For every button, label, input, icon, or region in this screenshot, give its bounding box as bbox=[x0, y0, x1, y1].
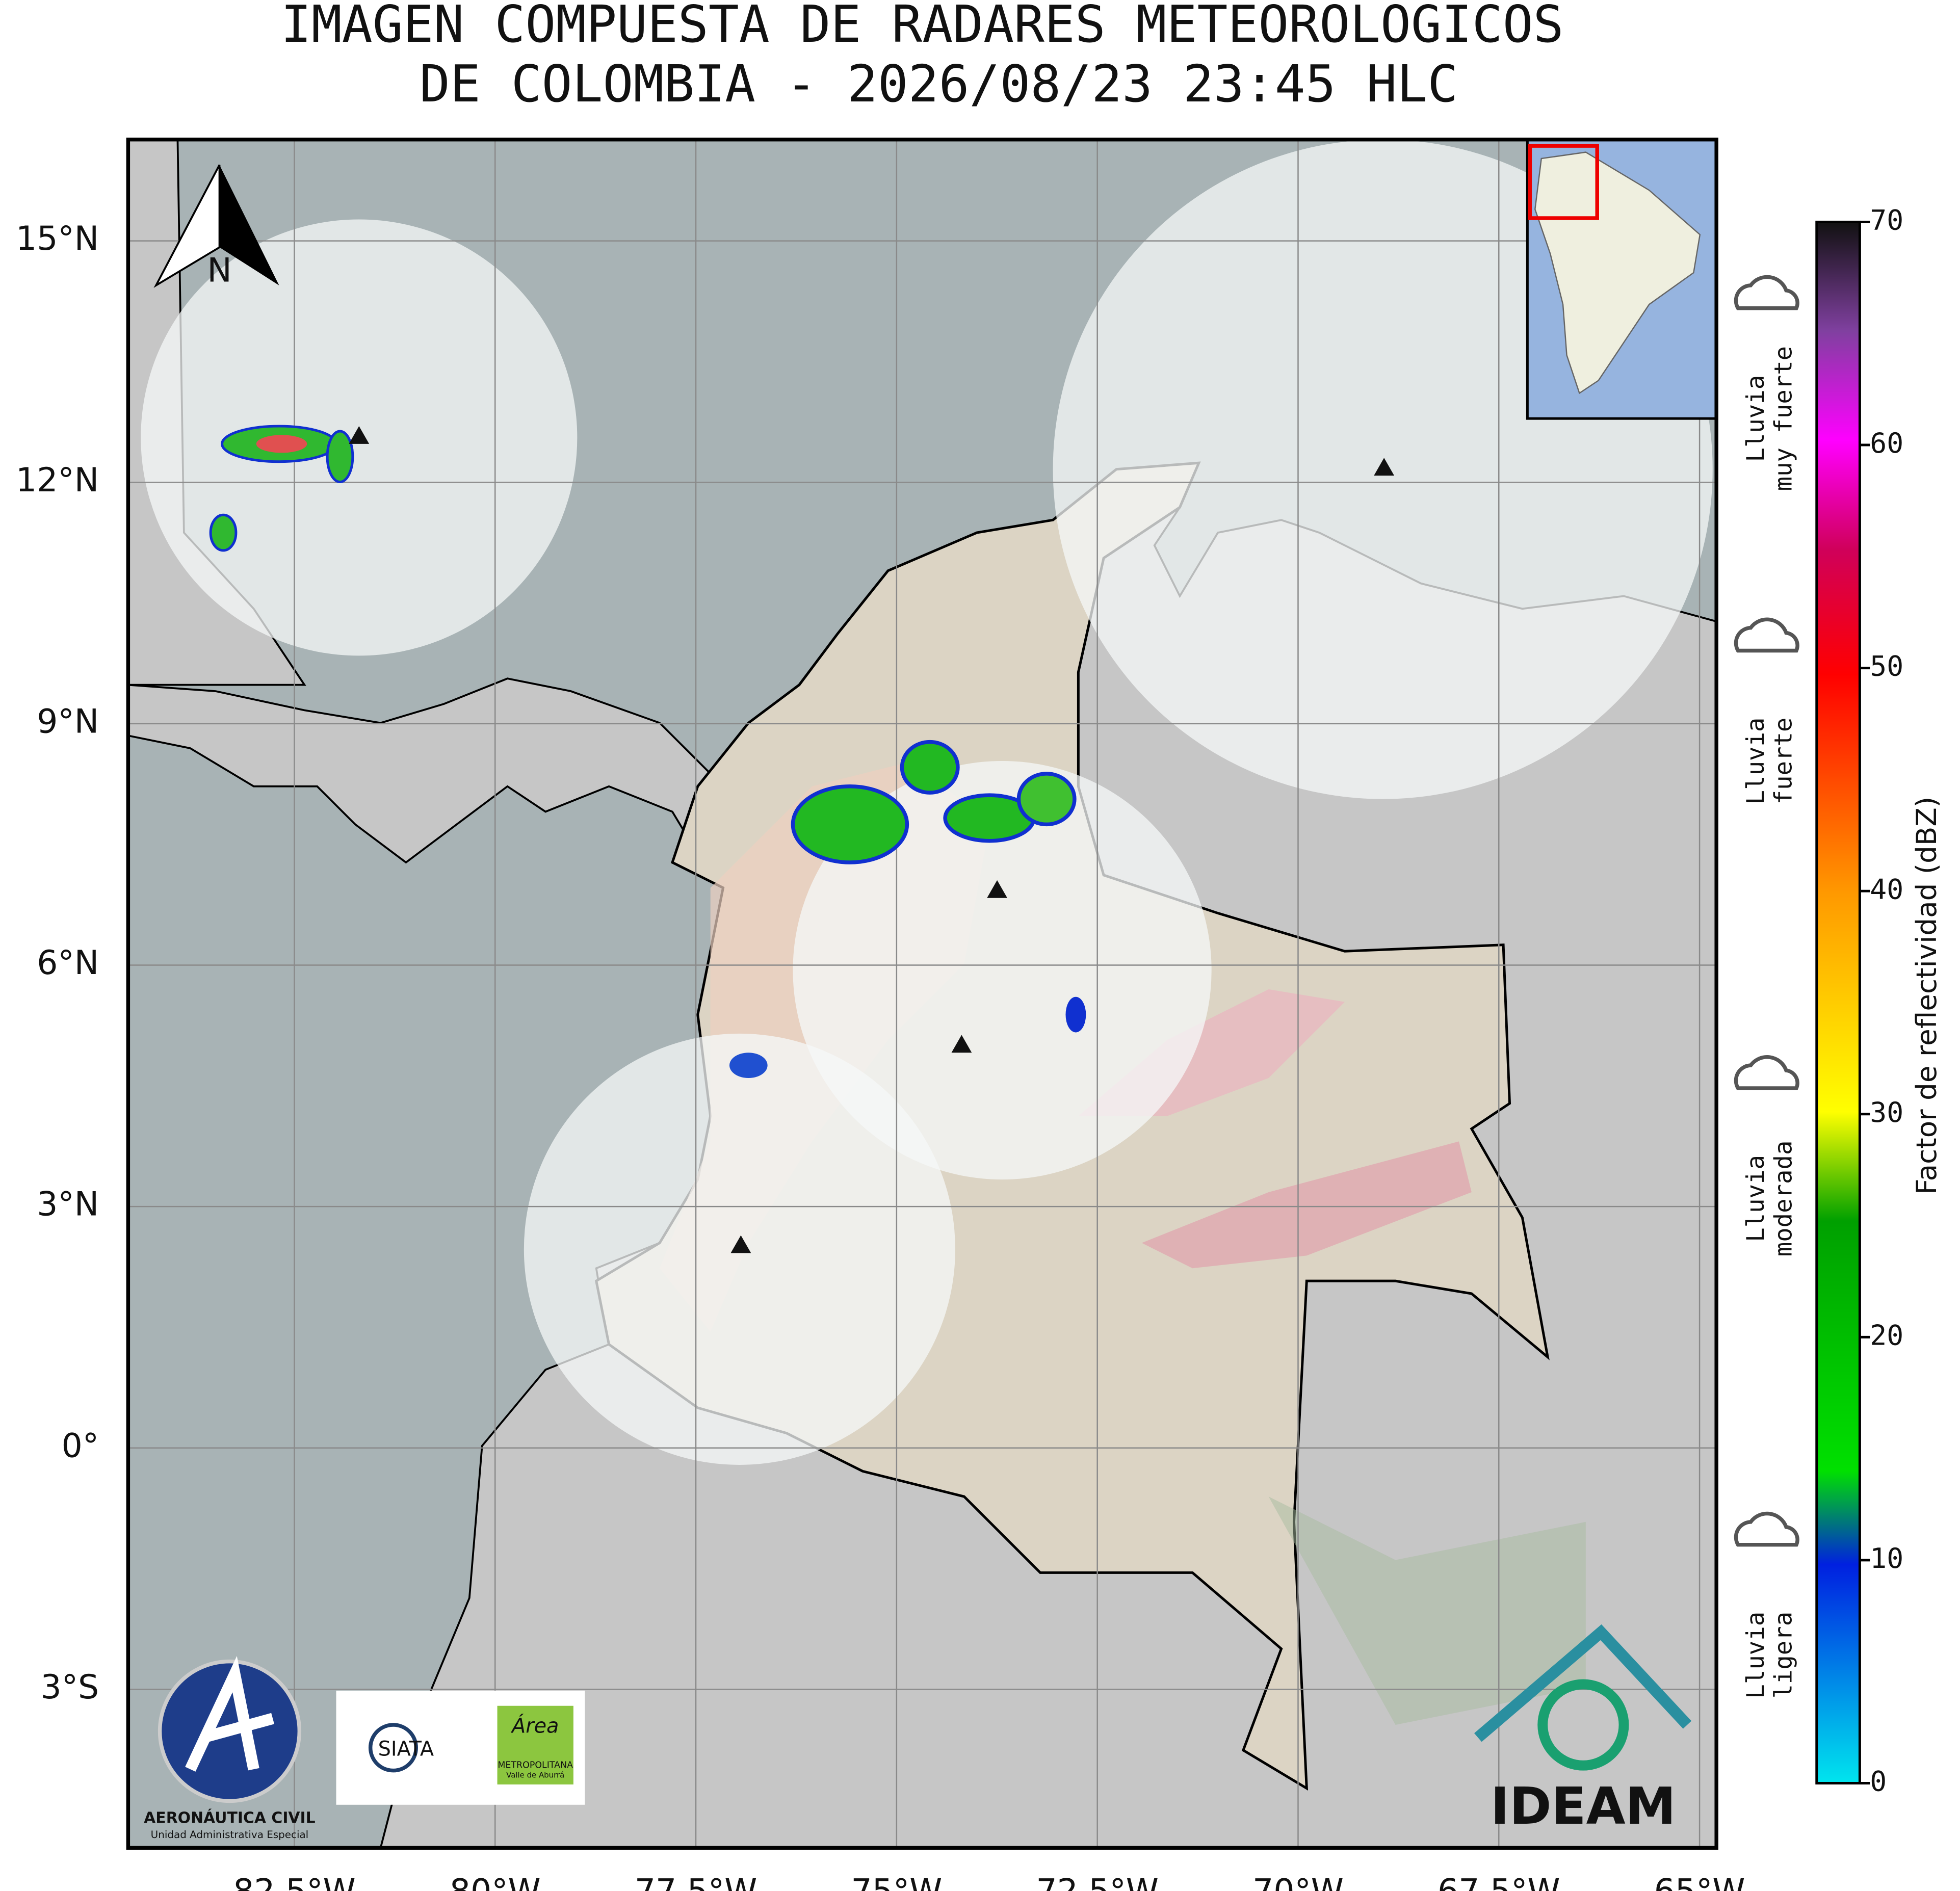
radar-stations bbox=[349, 426, 1395, 1253]
north-arrow: N bbox=[153, 164, 279, 290]
colorbar-tick-label: 10 bbox=[1870, 1542, 1903, 1574]
y-tick-label: 3°S bbox=[41, 1668, 99, 1706]
colorbar-tick-label: 40 bbox=[1870, 873, 1903, 905]
y-tick-label: 15°N bbox=[16, 220, 99, 258]
region-shade bbox=[1141, 1141, 1472, 1269]
grid bbox=[128, 139, 1717, 1848]
logo-text: Área bbox=[510, 1714, 559, 1738]
rain-level-label: moderada bbox=[1770, 1141, 1798, 1257]
title-line: IMAGEN COMPUESTA DE RADARES METEOROLOGIC… bbox=[281, 0, 1564, 54]
ideam-logo: IDEAM bbox=[1474, 1624, 1692, 1836]
weather-icon bbox=[1734, 275, 1799, 310]
x-tick-label: 67.5°W bbox=[1438, 1873, 1560, 1891]
logo-text: SIATA bbox=[378, 1737, 434, 1761]
rain-level-label: Lluvia bbox=[1742, 1155, 1770, 1242]
colorbar-tick-label: 70 bbox=[1870, 204, 1903, 237]
colorbar-tick-label: 50 bbox=[1870, 650, 1903, 682]
north-label: N bbox=[207, 252, 231, 290]
region-shade bbox=[1268, 1496, 1586, 1725]
y-tick-label: 6°N bbox=[37, 944, 99, 982]
rain-level-label: muy fuerte bbox=[1770, 346, 1798, 491]
y-tick-label: 9°N bbox=[37, 702, 99, 741]
title-line: DE COLOMBIA - 2026/08/23 23:45 HLC bbox=[420, 55, 1458, 114]
weather-icon bbox=[1734, 1511, 1799, 1547]
logo-text: AERONÁUTICA CIVIL bbox=[144, 1809, 316, 1827]
x-tick-label: 65°W bbox=[1654, 1873, 1745, 1891]
rain-level-label: ligera bbox=[1770, 1612, 1798, 1699]
logo-text: METROPOLITANA bbox=[498, 1761, 573, 1771]
colorbar-ticks: 0 10 20 30 40 50 60 70 bbox=[1860, 204, 1903, 1798]
x-tick-label: 75°W bbox=[851, 1873, 943, 1891]
logo-text: IDEAM bbox=[1491, 1777, 1676, 1836]
logo-text: Valle de Aburrá bbox=[506, 1771, 564, 1780]
colorbar-tick-label: 30 bbox=[1870, 1096, 1903, 1128]
colorbar bbox=[1815, 220, 1861, 1784]
map: N AERONÁUTICA CIVIL Unidad Administrativ… bbox=[128, 139, 1717, 1848]
inset-map bbox=[1526, 139, 1717, 420]
colorbar-tick-label: 0 bbox=[1870, 1765, 1887, 1798]
x-tick-label: 70°W bbox=[1252, 1873, 1344, 1891]
rain-level-label: Lluvia bbox=[1742, 718, 1770, 805]
radar-echoes bbox=[209, 425, 1086, 1079]
colorbar-tick-label: 20 bbox=[1870, 1319, 1903, 1351]
aerocivil-logo: AERONÁUTICA CIVIL Unidad Administrativa … bbox=[144, 1656, 316, 1841]
x-tick-label: 80°W bbox=[450, 1873, 541, 1891]
rain-level-label: Lluvia bbox=[1742, 1612, 1770, 1699]
y-tick-label: 0° bbox=[62, 1427, 99, 1465]
rain-level-label: Lluvia bbox=[1742, 375, 1770, 462]
x-tick-label: 72.5°W bbox=[1036, 1873, 1158, 1891]
colorbar-tick-label: 60 bbox=[1870, 427, 1903, 459]
axes: 82.5°W 80°W 77.5°W 75°W 72.5°W 70°W 67.5°W 65°W… bbox=[16, 220, 1745, 1891]
colorbar-label: Factor de reflectividad (dBZ) bbox=[1910, 797, 1943, 1195]
x-tick-label: 77.5°W bbox=[635, 1873, 757, 1891]
weather-icon bbox=[1734, 1055, 1799, 1090]
siata-logo: SIATA Área METROPOLITANA Valle de Aburrá bbox=[336, 1690, 585, 1805]
weather-icon bbox=[1734, 617, 1799, 653]
y-tick-label: 3°N bbox=[37, 1186, 99, 1224]
radar-coverage bbox=[793, 760, 1212, 1180]
y-tick-label: 12°N bbox=[16, 461, 99, 500]
map-frame bbox=[126, 137, 1718, 1850]
rain-level-label: fuerte bbox=[1770, 718, 1798, 805]
x-tick-label: 82.5°W bbox=[233, 1873, 355, 1891]
logo-text: Unidad Administrativa Especial bbox=[151, 1829, 309, 1841]
